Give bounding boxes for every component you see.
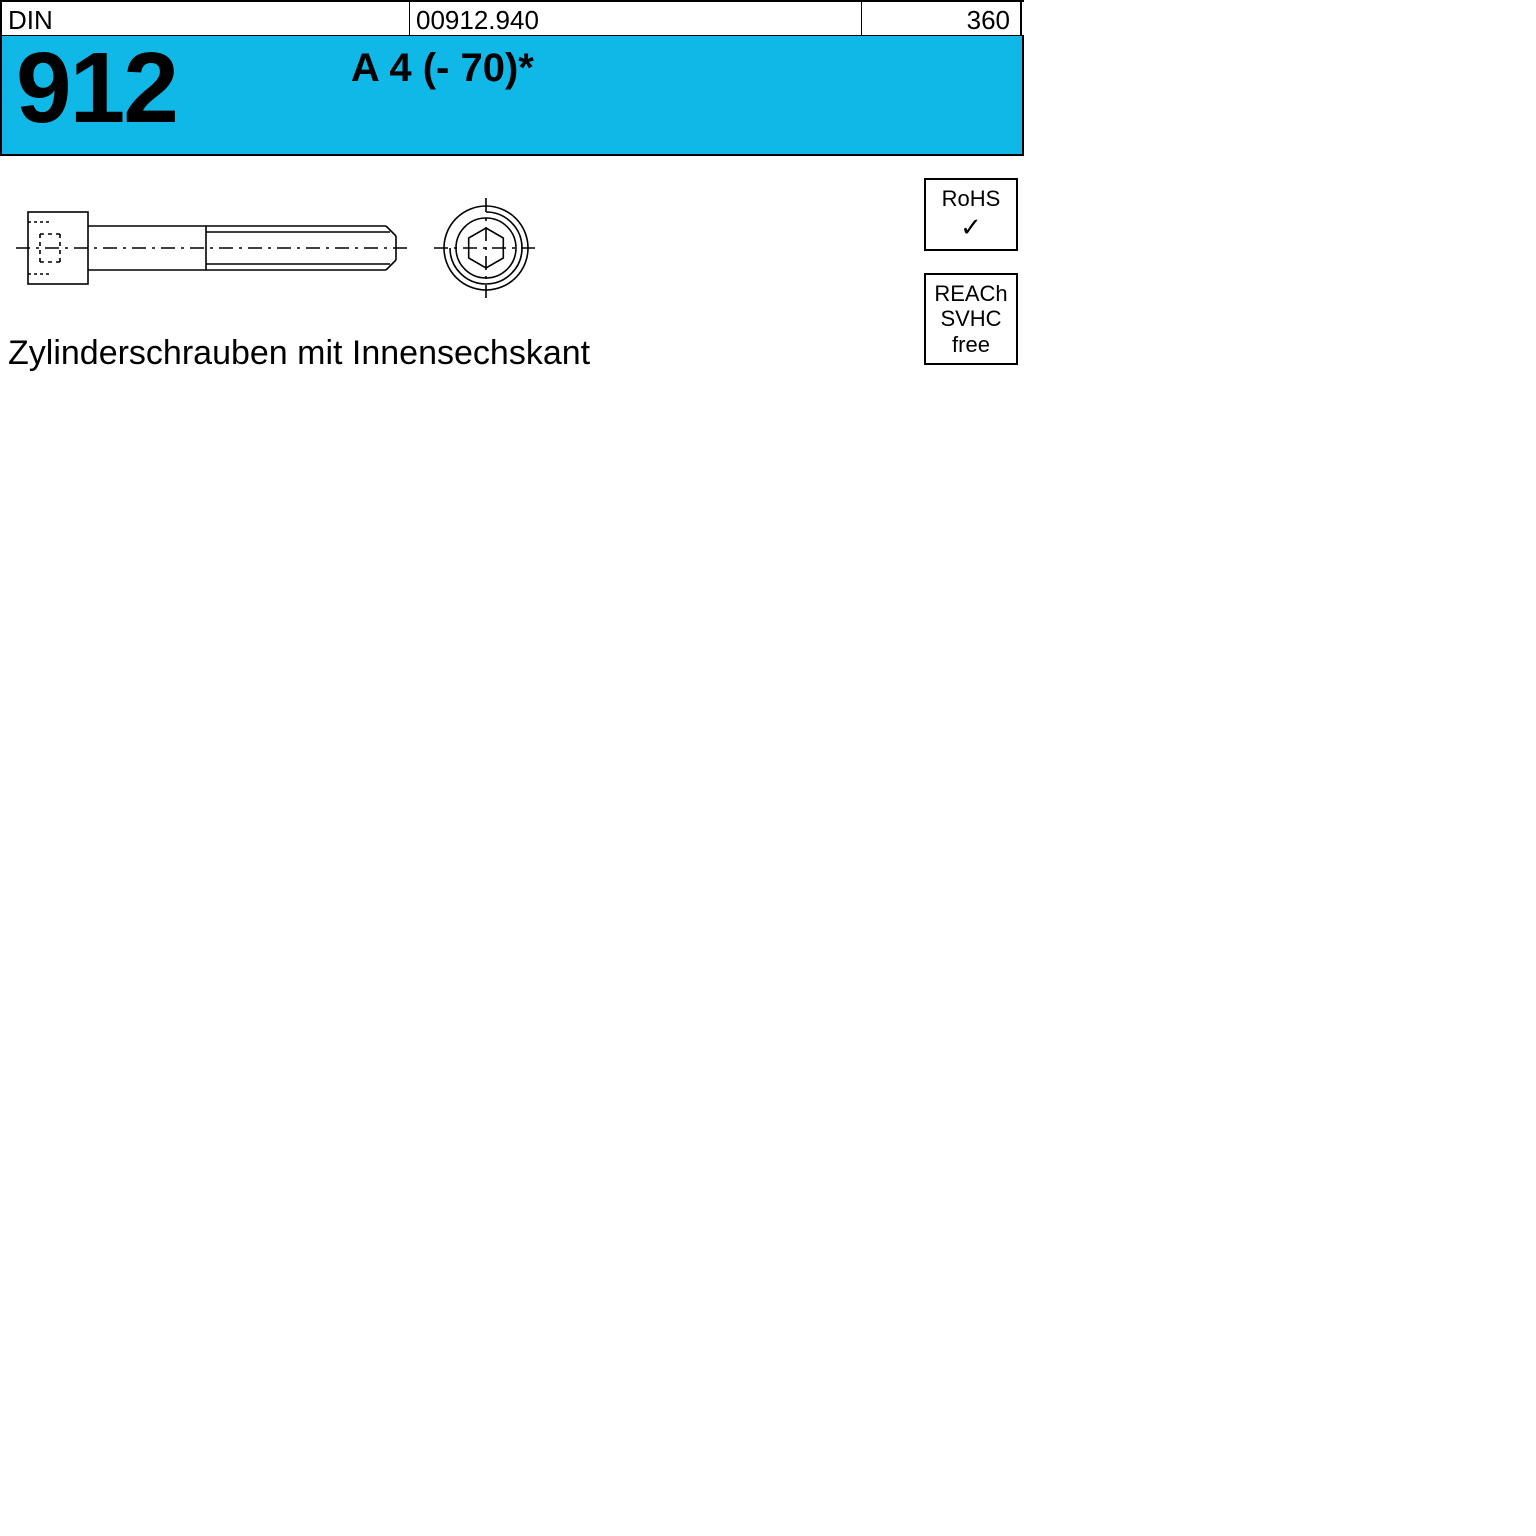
reach-badge: REACh SVHC free xyxy=(924,273,1018,365)
title-band: 912 A 4 (- 70)* xyxy=(0,36,1024,156)
screw-drawing-icon xyxy=(16,196,556,306)
product-description: Zylinderschrauben mit Innensechskant xyxy=(0,316,1024,373)
header-row: DIN 00912.940 360 xyxy=(0,0,1024,36)
datasheet: DIN 00912.940 360 912 A 4 (- 70)* xyxy=(0,0,1024,500)
reach-line1: REACh xyxy=(934,281,1007,306)
rohs-badge: RoHS ✓ xyxy=(924,178,1018,251)
header-standard: DIN xyxy=(0,2,410,35)
header-code: 00912.940 xyxy=(410,2,862,35)
check-icon: ✓ xyxy=(930,213,1012,243)
material-grade: A 4 (- 70)* xyxy=(177,36,534,91)
din-number: 912 xyxy=(2,36,177,138)
header-number: 360 xyxy=(862,2,1022,35)
rohs-label: RoHS xyxy=(942,186,1001,211)
reach-line3: free xyxy=(952,332,990,357)
compliance-badges: RoHS ✓ REACh SVHC free xyxy=(924,178,1018,365)
reach-line2: SVHC xyxy=(940,306,1001,331)
diagram-row: RoHS ✓ REACh SVHC free xyxy=(0,156,1024,316)
